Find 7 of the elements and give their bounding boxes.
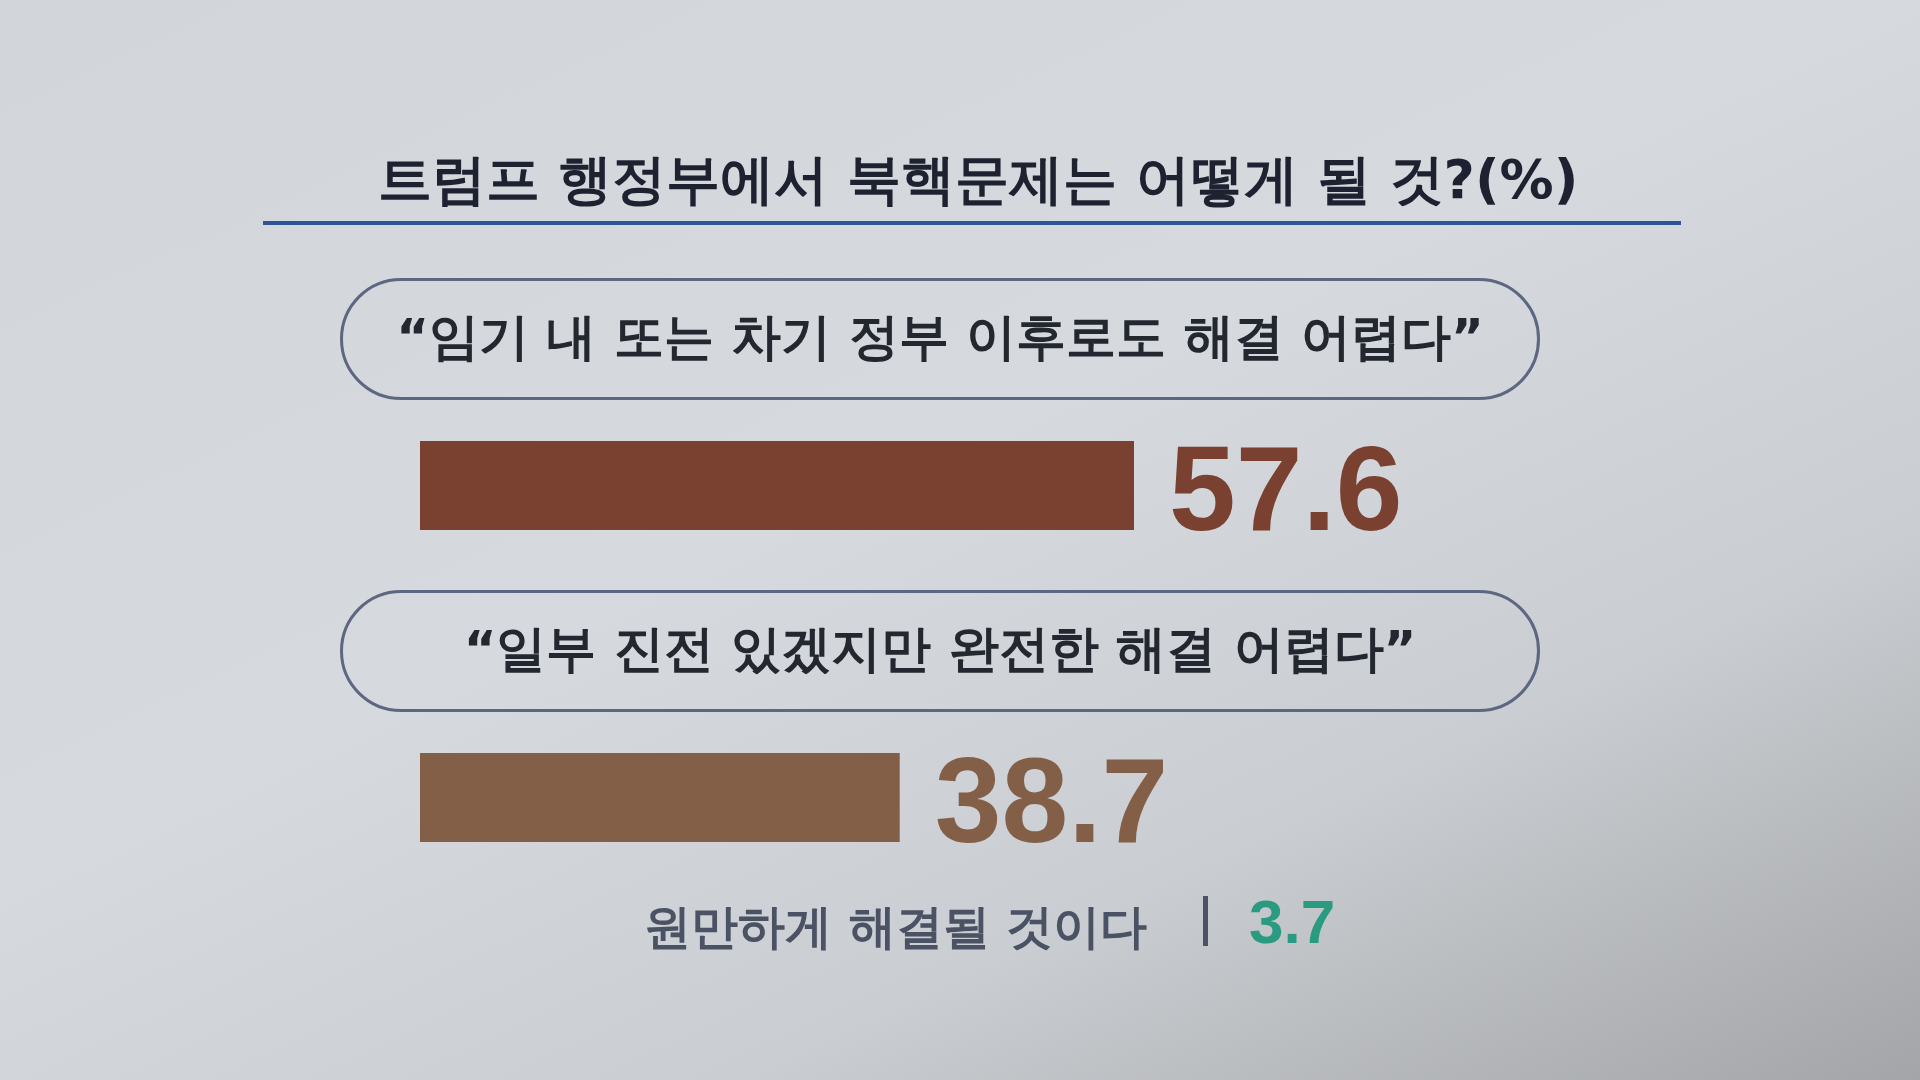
y-tick-label: “일부 진전 있겠지만 완전한 해결 어렵다” — [463, 620, 1417, 678]
text: 3.7 — [1249, 887, 1336, 956]
y-tick-label: 원만하게 해결될 것이다 — [644, 899, 1147, 954]
y-tick-label: “임기 내 또는 차기 정부 이후로도 해결 어렵다” — [396, 308, 1484, 366]
data-label: 57.6 — [1169, 421, 1403, 555]
data-label: 38.7 — [934, 733, 1169, 867]
chart-title: 트럼프 행정부에서 북핵문제는 어떻게 될 것?(%) — [377, 148, 1579, 211]
